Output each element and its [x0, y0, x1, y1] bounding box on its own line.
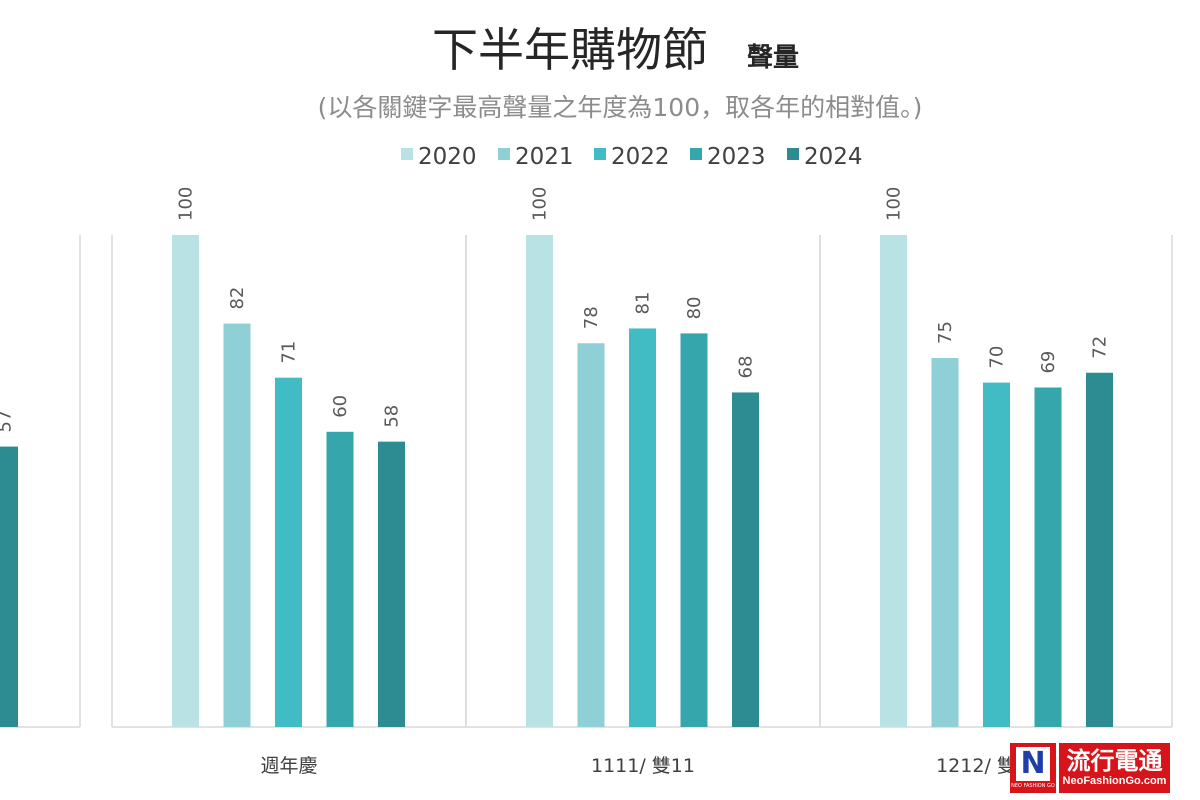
legend-label-2022: 2022	[611, 144, 670, 170]
value-label-1-2021: 82	[227, 287, 248, 310]
legend-swatch-2021	[498, 148, 510, 160]
value-label-2-2023: 80	[684, 296, 705, 319]
value-label-2-2021: 78	[581, 306, 602, 329]
logo-text-block: 流行電通 NeoFashionGo.com	[1059, 743, 1170, 793]
value-label-1-2022: 71	[279, 341, 300, 364]
chart-title-suffix: 聲量	[747, 43, 799, 73]
bar-2-2022	[629, 328, 656, 727]
value-label-3-2022: 70	[987, 346, 1008, 369]
bar-1-2022	[275, 377, 302, 727]
bar-2-2021	[577, 343, 605, 727]
value-label-2-2022: 81	[633, 292, 654, 315]
value-label-2-2024: 68	[736, 356, 757, 379]
logo-letter: N	[1016, 747, 1050, 781]
category-labels: 週年慶 1111/ 雙11 1212/ 雙	[260, 755, 1015, 777]
value-label-3-2021: 75	[935, 321, 956, 344]
bar-2-2023	[680, 333, 708, 727]
bar-1-2023	[326, 431, 354, 727]
legend-swatch-2023	[690, 148, 702, 160]
value-labels: 57 100 82 71 60 58 100 78 81 80 68 100 75 70 69 72	[0, 187, 1111, 433]
bar-3-2021	[931, 358, 959, 727]
value-label-2-2020: 100	[530, 187, 551, 221]
category-label-1: 週年慶	[260, 755, 317, 777]
bar-1-2024	[378, 441, 405, 727]
chart-title: 下半年購物節	[432, 23, 708, 77]
bar-0-2024	[0, 446, 18, 727]
legend: 2020 2021 2022 2023 2024	[401, 144, 863, 170]
legend-swatch-2022	[594, 148, 606, 160]
legend-swatch-2020	[401, 148, 413, 160]
legend-label-2024: 2024	[804, 144, 863, 170]
logo-icon: N NEO FASHION GO	[1010, 743, 1056, 793]
bar-3-2024	[1086, 372, 1113, 727]
bar-1-2020	[172, 235, 199, 727]
value-label-1-2024: 58	[382, 405, 403, 428]
bar-3-2023	[1034, 387, 1062, 727]
logo-brand: 流行電通	[1066, 747, 1163, 776]
legend-label-2023: 2023	[707, 144, 766, 170]
value-label-0-2024: 57	[0, 410, 16, 433]
category-label-3: 1212/ 雙	[936, 755, 1016, 777]
legend-swatch-2024	[787, 148, 799, 160]
watermark-logo: N NEO FASHION GO 流行電通 NeoFashionGo.com	[1010, 743, 1170, 793]
value-label-3-2023: 69	[1038, 351, 1059, 374]
bar-3-2022	[983, 382, 1010, 727]
value-label-1-2023: 60	[330, 395, 351, 418]
bar-2-2020	[526, 235, 553, 727]
value-label-1-2020: 100	[176, 187, 197, 221]
bars	[0, 235, 1113, 727]
chart-subtitle: (以各關鍵字最高聲量之年度為100，取各年的相對值。)	[318, 93, 923, 122]
logo-small-text: NEO FASHION GO	[1011, 783, 1055, 789]
category-label-2: 1111/ 雙11	[591, 755, 695, 777]
legend-label-2020: 2020	[418, 144, 477, 170]
legend-label-2021: 2021	[515, 144, 574, 170]
bar-1-2021	[223, 323, 251, 727]
value-label-3-2020: 100	[884, 187, 905, 221]
logo-url: NeoFashionGo.com	[1062, 774, 1167, 787]
bar-3-2020	[880, 235, 907, 727]
bar-2-2024	[732, 392, 759, 727]
value-label-3-2024: 72	[1090, 336, 1111, 359]
